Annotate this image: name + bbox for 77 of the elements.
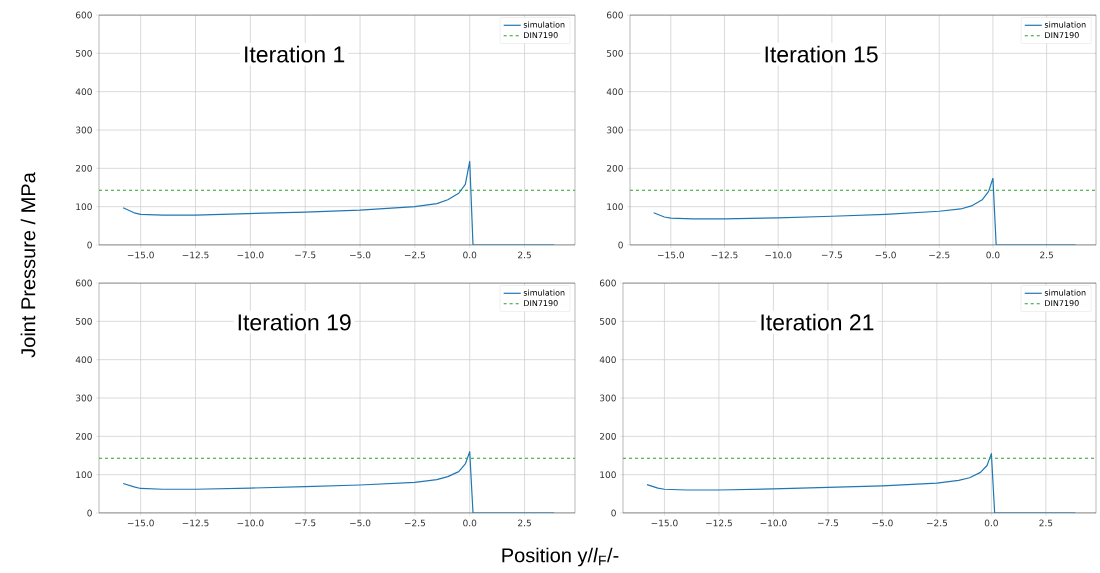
y-tick-label: 400 — [599, 356, 616, 364]
x-tick-label: −10.0 — [237, 251, 264, 259]
y-tick-label: 100 — [76, 471, 92, 479]
x-tick-label: −5.0 — [350, 251, 371, 259]
line-series — [122, 451, 555, 514]
x-tick-label: −5.0 — [350, 519, 371, 527]
x-tick-label: −10.0 — [765, 251, 792, 259]
x-axis-title: Position y/l$_{F}$/- — [502, 547, 619, 567]
y-tick-label: 600 — [75, 279, 92, 287]
x-tick-label: −15.0 — [127, 519, 154, 527]
legend-label: simulation — [1044, 21, 1086, 28]
y-tick-label: 500 — [606, 49, 623, 57]
y-tick-label: 0 — [611, 509, 616, 517]
x-tick-label: −2.5 — [926, 519, 948, 527]
x-tick-label: 2.5 — [518, 251, 531, 259]
y-tick-label: 300 — [599, 394, 616, 402]
x-tick-label: −15.0 — [651, 519, 678, 527]
y-tick-label: 100 — [76, 203, 92, 211]
x-tick-label: −12.5 — [182, 251, 209, 259]
x-tick-label: 0.0 — [463, 251, 477, 259]
y-tick-label: 0 — [87, 241, 92, 249]
annotation: Iteration 1 — [245, 45, 345, 63]
x-tick-label: −2.5 — [404, 519, 426, 527]
y-tick-label: 600 — [599, 279, 616, 287]
y-tick-label: 0 — [618, 241, 623, 249]
legend-label: DIN7190 — [1045, 300, 1079, 307]
x-tick-label: 0.0 — [463, 519, 477, 527]
y-tick-label: 300 — [75, 126, 92, 134]
legend-label: simulation — [523, 21, 565, 28]
y-tick-label: 500 — [75, 49, 92, 57]
y-tick-label: 600 — [75, 11, 92, 19]
x-tick-label: −12.5 — [182, 519, 209, 527]
legend-label: DIN7190 — [524, 32, 558, 39]
y-tick-label: 0 — [87, 509, 92, 517]
line-series — [646, 452, 1076, 514]
x-tick-label: 2.5 — [1040, 251, 1053, 259]
y-tick-label: 500 — [599, 317, 616, 325]
x-tick-label: 0.0 — [986, 251, 1000, 259]
x-tick-label: 0.0 — [984, 519, 998, 527]
y-tick-label: 400 — [606, 88, 623, 96]
x-tick-label: −15.0 — [657, 251, 684, 259]
y-tick-label: 200 — [75, 164, 92, 172]
x-tick-label: −7.5 — [821, 251, 843, 259]
annotation: Iteration 15 — [765, 45, 878, 63]
x-tick-label: −7.5 — [295, 251, 316, 259]
y-tick-label: 400 — [75, 356, 92, 364]
y-tick-label: 300 — [75, 394, 92, 402]
y-tick-label: 100 — [600, 471, 616, 479]
x-tick-label: −12.5 — [711, 251, 738, 259]
x-tick-label: −7.5 — [295, 519, 316, 527]
x-tick-label: −10.0 — [760, 519, 787, 527]
y-axis-title: Joint Pressure / MPa — [20, 172, 36, 358]
line-series — [653, 177, 1077, 245]
legend-label: simulation — [1044, 289, 1086, 296]
x-tick-label: −5.0 — [875, 251, 896, 259]
y-tick-label: 200 — [75, 432, 92, 440]
x-tick-label: −5.0 — [872, 519, 893, 527]
y-tick-label: 400 — [75, 88, 92, 96]
y-tick-label: 300 — [606, 126, 623, 134]
y-tick-label: 500 — [75, 317, 92, 325]
x-tick-label: −2.5 — [404, 251, 426, 259]
annotation: Iteration 19 — [238, 313, 351, 331]
y-tick-label: 200 — [599, 432, 616, 440]
x-tick-label: −12.5 — [706, 519, 732, 527]
y-tick-label: 200 — [606, 164, 623, 172]
y-tick-label: 600 — [606, 11, 623, 19]
x-tick-label: −7.5 — [817, 519, 839, 527]
legend-label: simulation — [523, 289, 565, 296]
annotation: Iteration 21 — [761, 313, 874, 331]
x-tick-label: −15.0 — [127, 251, 154, 259]
legend-label: DIN7190 — [1045, 32, 1079, 39]
y-tick-label: 100 — [607, 203, 623, 211]
legend-label: DIN7190 — [524, 300, 558, 307]
x-tick-label: −2.5 — [929, 251, 950, 259]
x-tick-label: −10.0 — [237, 519, 264, 527]
x-tick-label: 2.5 — [1039, 519, 1053, 527]
x-tick-label: 2.5 — [518, 519, 531, 527]
